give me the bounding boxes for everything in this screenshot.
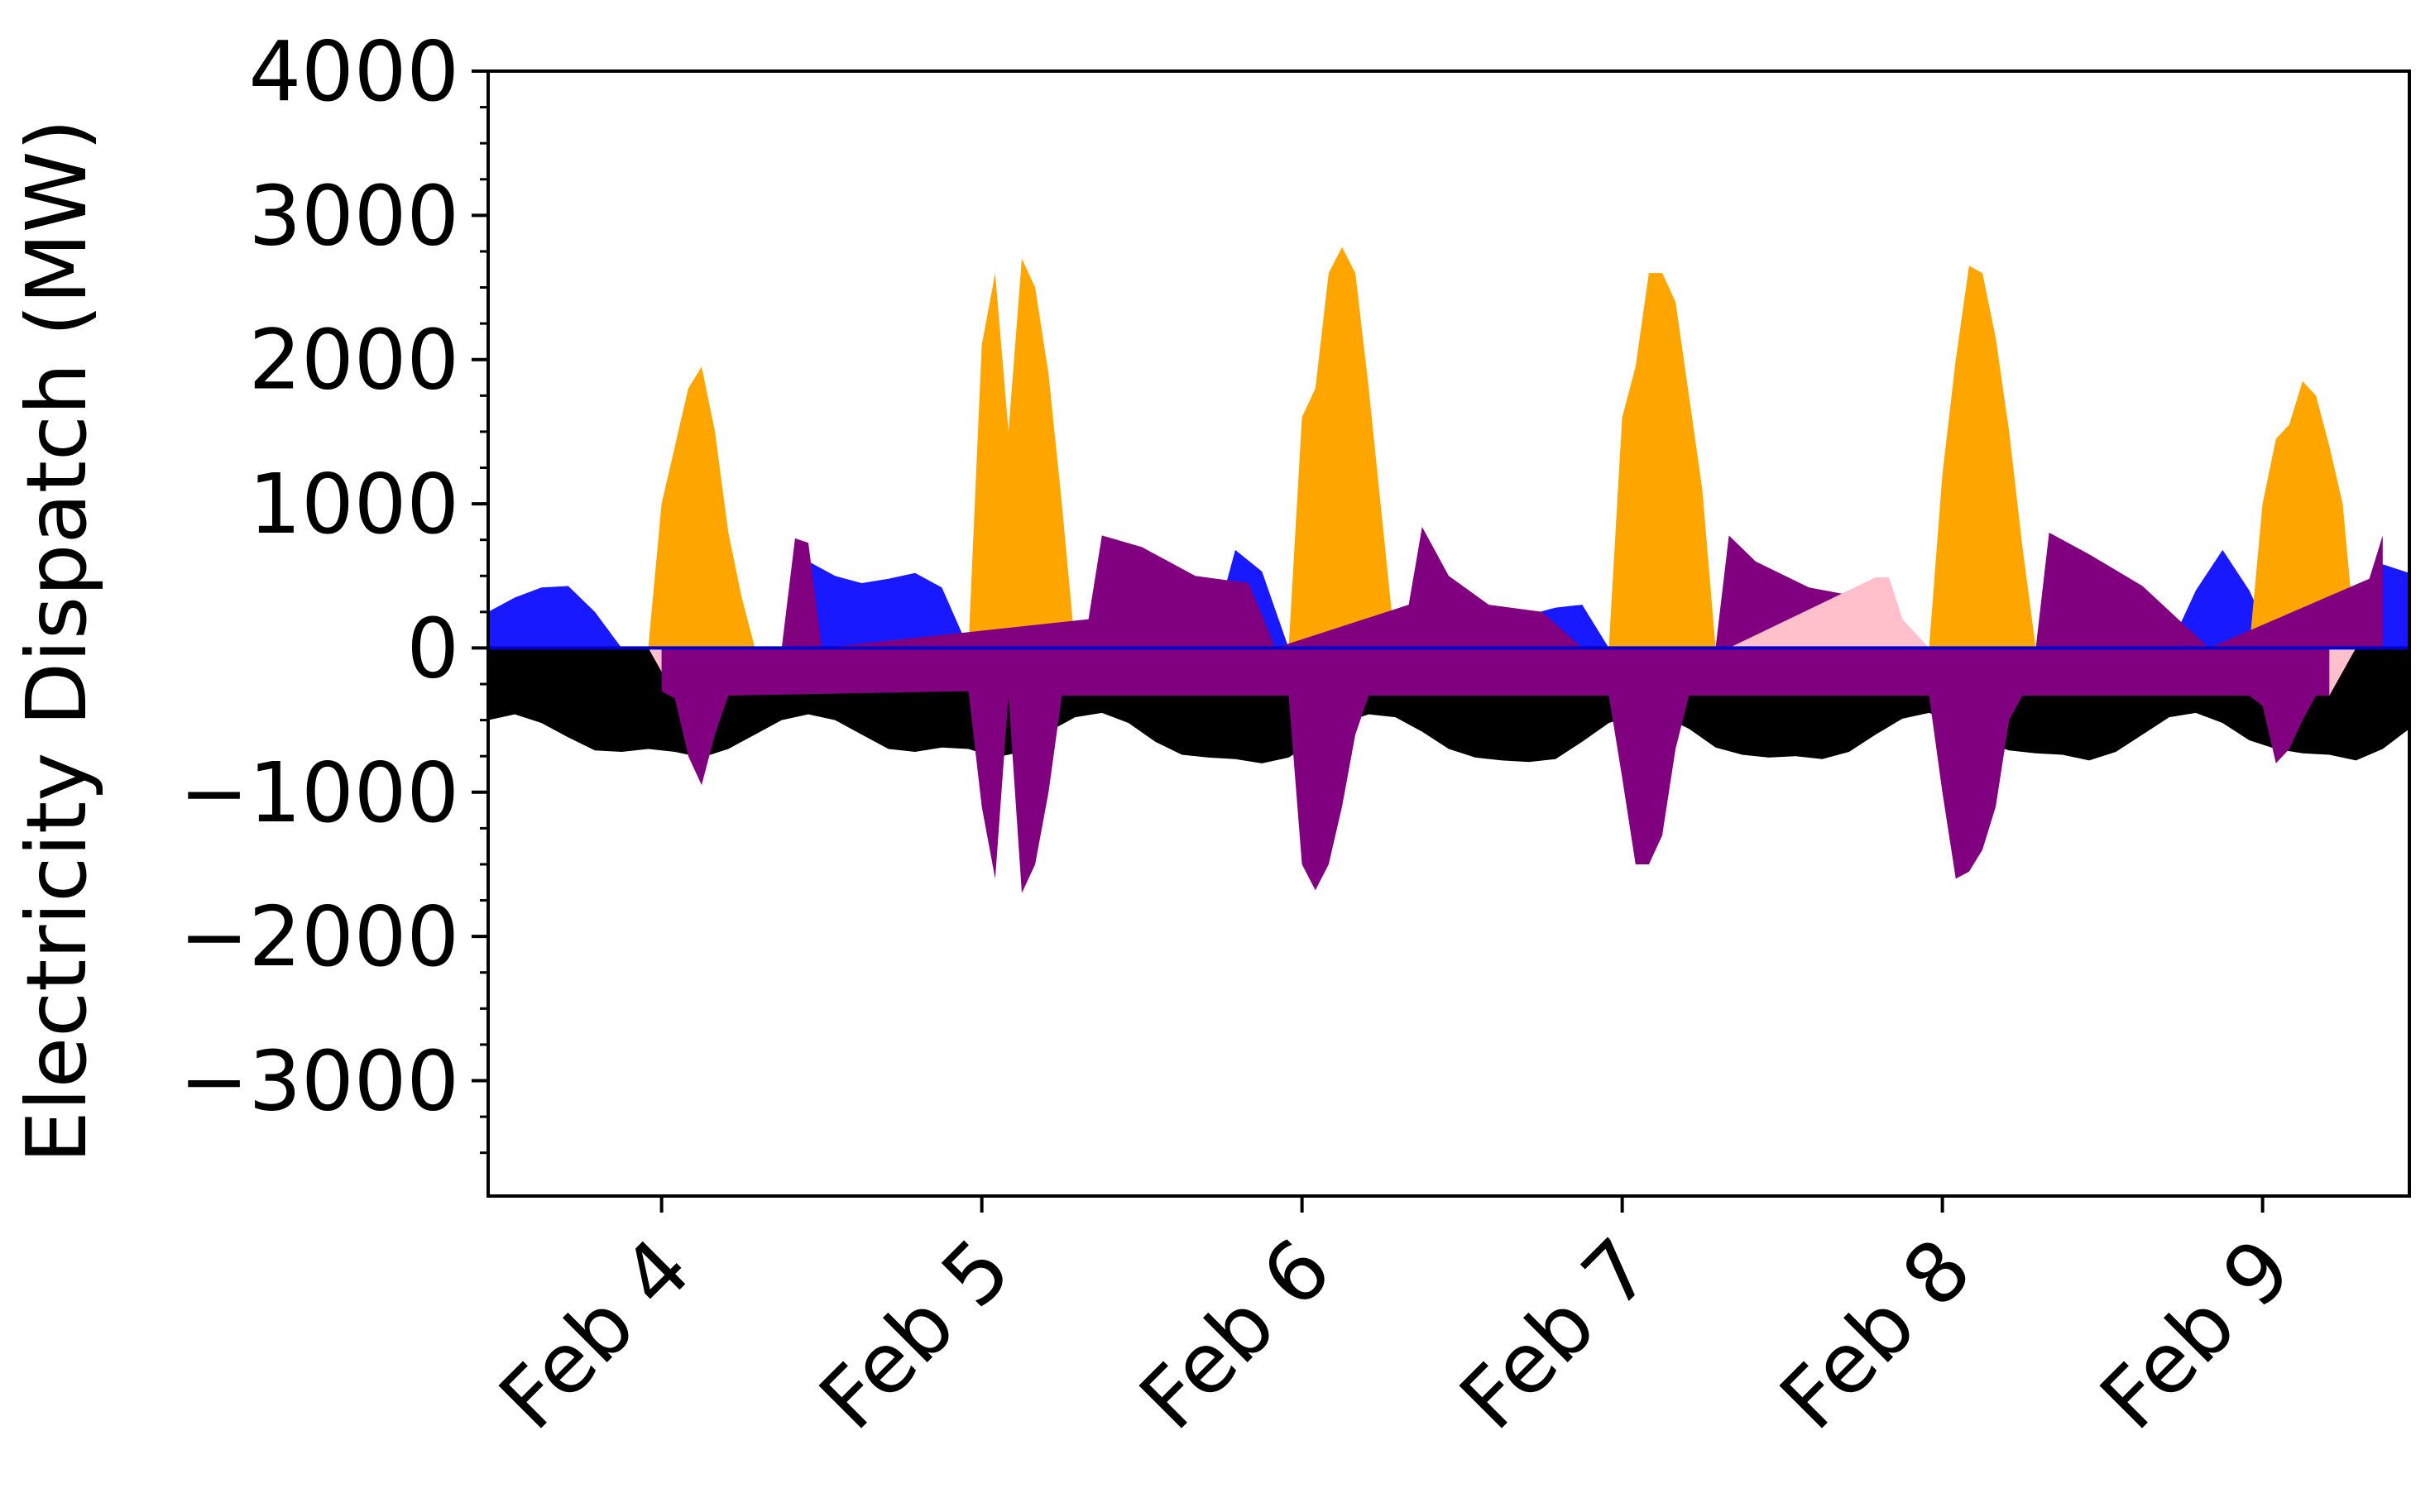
- y-axis: −3000 −2000 −1000 0 1000 2000 3000 4000: [180, 23, 488, 1155]
- plot-areas: [488, 246, 2409, 893]
- area-series-4: [781, 527, 2383, 648]
- x-tick-label: Feb 6: [1121, 1220, 1349, 1447]
- y-tick-label: −2000: [180, 888, 459, 985]
- y-axis-title: Electricity Dispatch (MW): [8, 119, 105, 1164]
- x-axis: Feb 4 Feb 5 Feb 6 Feb 7 Feb 8 Feb 9: [481, 1196, 2310, 1448]
- x-tick-label: Feb 4: [481, 1220, 708, 1447]
- x-tick-label: Feb 9: [2082, 1220, 2309, 1447]
- y-tick-label: 3000: [249, 167, 460, 264]
- x-tick-label: Feb 8: [1762, 1220, 1989, 1447]
- y-tick-label: 4000: [249, 23, 460, 120]
- x-tick-label: Feb 5: [801, 1220, 1028, 1447]
- plot-frame: [487, 69, 2411, 1198]
- area-series-3: [648, 246, 2356, 648]
- y-tick-label: −1000: [180, 744, 459, 841]
- area-series-2: [488, 549, 2409, 648]
- y-tick-label: 0: [406, 600, 459, 696]
- area-series-6: [661, 648, 2330, 893]
- y-tick-label: 1000: [249, 456, 460, 553]
- y-tick-label: 2000: [249, 312, 460, 409]
- y-tick-label: −3000: [180, 1033, 459, 1130]
- x-tick-label: Feb 7: [1441, 1220, 1669, 1447]
